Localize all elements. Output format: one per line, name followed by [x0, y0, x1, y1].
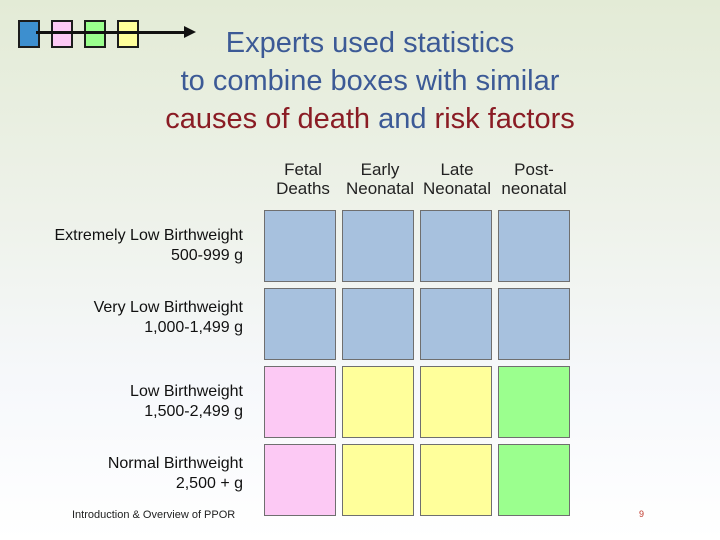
slide-title: Experts used statistics to combine boxes… [120, 24, 620, 138]
grid-cell-r3-c3 [420, 366, 492, 438]
right-arrow-icon [36, 31, 186, 34]
grid-cell-r1-c3 [420, 210, 492, 282]
grid-cell-r3-c2 [342, 366, 414, 438]
grid-cell-r2-c4 [498, 288, 570, 360]
grid-cell-r3-c1 [264, 366, 336, 438]
column-header-late-neonatal: Late Neonatal [422, 160, 492, 198]
grid-cell-r4-c1 [264, 444, 336, 516]
grid-cell-r2-c1 [264, 288, 336, 360]
footer-text: Introduction & Overview of PPOR [72, 509, 236, 521]
page-number: 9 [639, 509, 645, 519]
legend-square-pink [51, 20, 73, 48]
title-phrase-risk: risk factors [434, 103, 575, 135]
grid-cell-r4-c3 [420, 444, 492, 516]
grid-cell-r4-c2 [342, 444, 414, 516]
grid-cell-r4-c4 [498, 444, 570, 516]
column-header-postneonatal: Post- neonatal [501, 160, 567, 198]
grid-cell-r1-c4 [498, 210, 570, 282]
grid-cell-r3-c4 [498, 366, 570, 438]
title-line-3: causes of death and risk factors [120, 100, 620, 138]
color-legend [18, 16, 196, 52]
row-label-extremely-low-birthweight: Extremely Low Birthweight 500-999 g [54, 227, 243, 264]
title-phrase-and: and [378, 103, 427, 135]
grid-cell-r2-c3 [420, 288, 492, 360]
column-header-early-neonatal: Early Neonatal [345, 160, 415, 198]
arrow-head-icon [184, 26, 196, 38]
row-label-very-low-birthweight: Very Low Birthweight 1,000-1,499 g [93, 299, 243, 336]
grid-cell-r1-c2 [342, 210, 414, 282]
title-line-1: Experts used statistics [225, 27, 515, 59]
legend-square-green [84, 20, 106, 48]
column-header-fetal-deaths: Fetal Deaths [276, 160, 330, 198]
grid-cell-r2-c2 [342, 288, 414, 360]
title-line-2: to combine boxes with similar [180, 65, 560, 97]
row-label-low-birthweight: Low Birthweight 1,500-2,499 g [130, 383, 243, 420]
grid-cell-r1-c1 [264, 210, 336, 282]
row-label-normal-birthweight: Normal Birthweight 2,500 + g [107, 455, 243, 492]
legend-square-blue [18, 20, 40, 48]
legend-square-yellow [117, 20, 139, 48]
title-phrase-causes: causes of death [165, 103, 371, 135]
